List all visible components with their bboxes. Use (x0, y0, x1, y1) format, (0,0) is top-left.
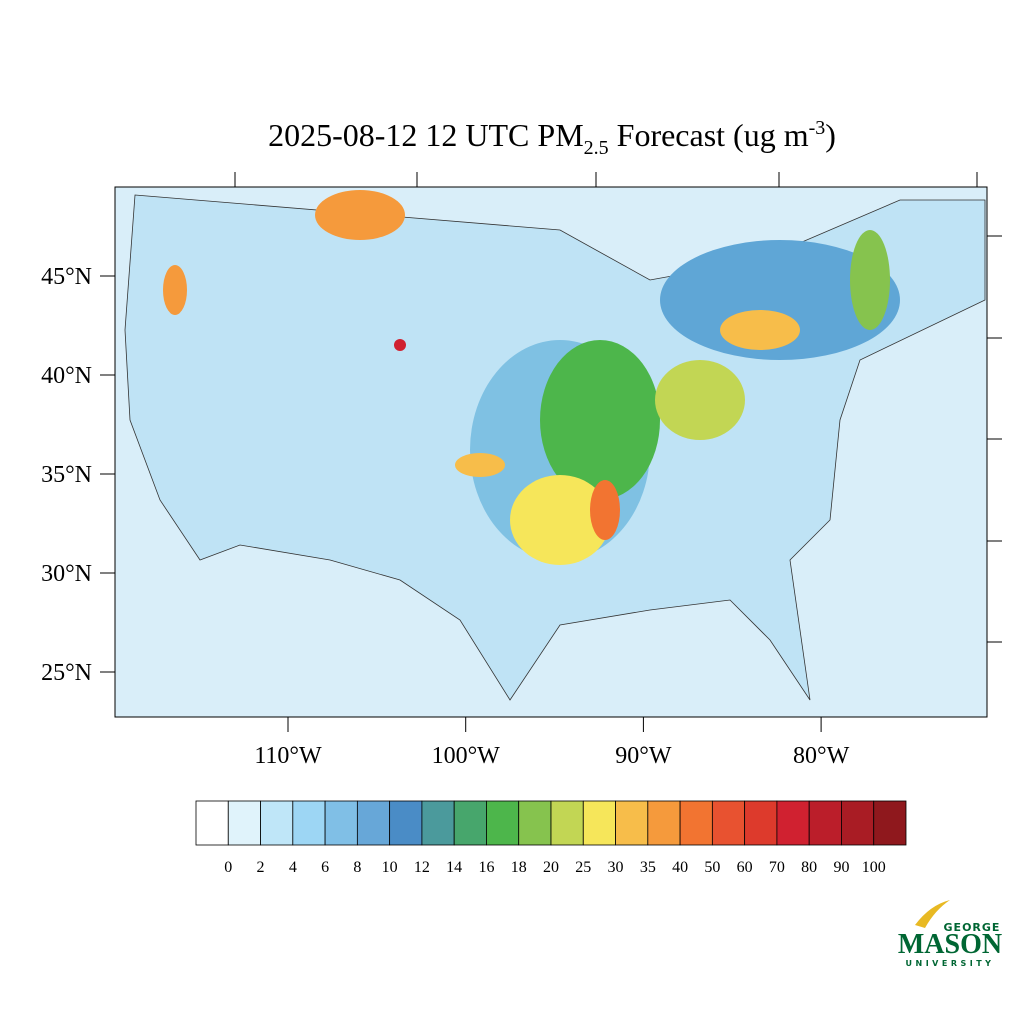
colorbar: 0 2 4 6 8 10 12 14 16 18 20 25 30 35 40 50 60 70 80 90 100 (195, 800, 907, 876)
field-shape (163, 265, 187, 315)
field-shape (850, 230, 890, 330)
colorbar-label: 12 (414, 859, 430, 876)
colorbar-label: 80 (801, 859, 817, 876)
colorbar-label: 25 (575, 859, 591, 876)
field-shape (315, 190, 405, 240)
colorbar-box (808, 800, 842, 846)
colorbar-label: 40 (672, 859, 688, 876)
colorbar-box (324, 800, 358, 846)
field-shape (455, 453, 505, 477)
colorbar-box (776, 800, 810, 846)
field-shape (720, 310, 800, 350)
colorbar-box (679, 800, 713, 846)
map (114, 172, 1002, 718)
colorbar-box (744, 800, 778, 846)
lon-label: 100°W (432, 743, 501, 769)
field-shape (590, 480, 620, 540)
colorbar-label: 20 (543, 859, 559, 876)
lat-label: 25°N (41, 660, 92, 686)
colorbar-box (518, 800, 552, 846)
colorbar-box (260, 800, 294, 846)
colorbar-box (550, 800, 584, 846)
lat-label: 45°N (41, 264, 92, 290)
colorbar-label: 60 (737, 859, 753, 876)
logo-mark (915, 900, 950, 928)
colorbar-box (873, 800, 907, 846)
title-middle: Forecast (ug m (609, 117, 809, 153)
field-shape (394, 339, 406, 351)
colorbar-label: 16 (478, 859, 494, 876)
logo-bottom: UNIVERSITY (906, 959, 995, 968)
colorbar-label: 70 (769, 859, 785, 876)
colorbar-box (227, 800, 261, 846)
logo-top: GEORGE (944, 921, 1001, 934)
logo: GEORGE MASON UNIVERSITY (898, 900, 1002, 968)
lon-label: 110°W (254, 743, 322, 769)
title-end: ) (825, 117, 836, 153)
colorbar-box (195, 800, 229, 846)
colorbar-label: 90 (833, 859, 849, 876)
lon-label: 80°W (793, 743, 850, 769)
colorbar-label: 100 (862, 859, 886, 876)
field-shape (655, 360, 745, 440)
colorbar-box (421, 800, 455, 846)
colorbar-label: 18 (511, 859, 527, 876)
map-frame (114, 186, 988, 718)
title-main: 2025-08-12 12 UTC PM (268, 117, 584, 153)
colorbar-box (453, 800, 487, 846)
logo-name: MASON (898, 929, 1002, 960)
colorbar-label: 10 (382, 859, 398, 876)
colorbar-label: 4 (289, 859, 297, 876)
title-superscript: -3 (809, 117, 826, 139)
colorbar-box (356, 800, 391, 846)
colorbar-box (389, 800, 423, 846)
colorbar-box (647, 800, 681, 846)
lat-label: 30°N (41, 561, 92, 587)
title: 2025-08-12 12 UTC PM2.5 Forecast (ug m-3… (268, 117, 836, 159)
colorbar-box (711, 800, 746, 846)
lon-label: 90°W (615, 743, 672, 769)
colorbar-label: 6 (321, 859, 329, 876)
colorbar-box (486, 800, 520, 846)
title-subscript: 2.5 (584, 137, 609, 159)
colorbar-label: 35 (640, 859, 656, 876)
colorbar-label: 50 (704, 859, 720, 876)
colorbar-label: 14 (446, 859, 462, 876)
axes: 45°N 40°N 35°N 30°N 25°N 110°W 100°W 90°W 80°W (41, 264, 850, 769)
colorbar-label: 8 (353, 859, 361, 876)
lat-label: 40°N (41, 363, 92, 389)
field-shape (540, 340, 660, 500)
colorbar-box (841, 800, 875, 846)
colorbar-box (615, 800, 649, 846)
colorbar-box (582, 800, 616, 846)
colorbar-label: 30 (608, 859, 624, 876)
colorbar-label: 2 (257, 859, 265, 876)
colorbar-label: 0 (224, 859, 232, 876)
field-shape (510, 475, 610, 565)
lat-label: 35°N (41, 462, 92, 488)
colorbar-box (292, 800, 326, 846)
